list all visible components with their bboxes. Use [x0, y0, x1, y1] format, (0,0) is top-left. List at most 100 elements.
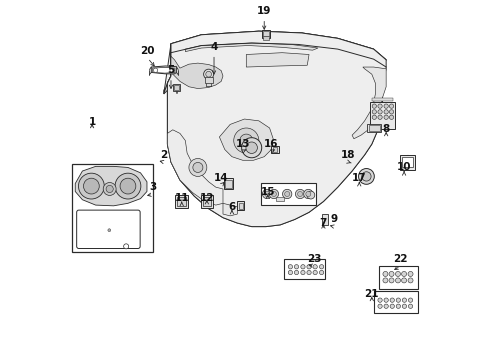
Circle shape — [271, 192, 276, 197]
FancyBboxPatch shape — [77, 210, 140, 248]
Circle shape — [358, 168, 373, 184]
Circle shape — [407, 271, 412, 276]
Circle shape — [245, 142, 257, 153]
Circle shape — [401, 271, 406, 276]
Bar — [322, 214, 327, 225]
Polygon shape — [152, 67, 175, 73]
Circle shape — [300, 265, 305, 269]
Bar — [204, 77, 212, 83]
Circle shape — [306, 265, 310, 269]
Text: 19: 19 — [257, 6, 271, 16]
Circle shape — [383, 298, 387, 302]
Circle shape — [78, 173, 104, 199]
Bar — [203, 197, 210, 206]
Polygon shape — [246, 53, 308, 67]
Circle shape — [241, 138, 261, 158]
Polygon shape — [185, 43, 317, 51]
Circle shape — [287, 265, 292, 269]
Circle shape — [389, 304, 394, 309]
Polygon shape — [171, 56, 223, 89]
Circle shape — [303, 189, 312, 199]
Circle shape — [395, 278, 400, 283]
Bar — [173, 84, 179, 91]
Circle shape — [395, 298, 400, 302]
Circle shape — [377, 115, 382, 120]
Bar — [271, 146, 278, 153]
Circle shape — [395, 271, 400, 276]
Bar — [177, 197, 185, 206]
Polygon shape — [163, 31, 386, 226]
Circle shape — [262, 189, 271, 199]
Text: 9: 9 — [330, 214, 337, 224]
Circle shape — [402, 298, 406, 302]
Text: 20: 20 — [140, 46, 155, 55]
Circle shape — [305, 192, 310, 197]
Circle shape — [361, 172, 370, 181]
Circle shape — [115, 173, 141, 199]
Bar — [223, 178, 233, 189]
Bar — [402, 157, 412, 167]
Circle shape — [388, 271, 393, 276]
Circle shape — [306, 270, 310, 275]
Bar — [272, 147, 277, 152]
Circle shape — [319, 270, 323, 275]
Circle shape — [388, 278, 393, 283]
Circle shape — [401, 278, 406, 283]
Bar — [238, 203, 243, 209]
Circle shape — [319, 265, 323, 269]
Circle shape — [383, 115, 387, 120]
Circle shape — [264, 192, 269, 197]
Polygon shape — [223, 203, 237, 216]
Text: 21: 21 — [364, 289, 378, 300]
Bar — [72, 164, 153, 252]
Bar — [378, 266, 418, 289]
Bar — [284, 259, 325, 279]
Circle shape — [203, 69, 213, 79]
Circle shape — [382, 271, 387, 276]
Circle shape — [377, 104, 382, 108]
Text: 10: 10 — [396, 162, 410, 172]
Circle shape — [395, 304, 400, 309]
Circle shape — [233, 128, 258, 153]
Bar — [260, 183, 316, 205]
Circle shape — [169, 68, 174, 72]
Text: 13: 13 — [235, 139, 249, 149]
Circle shape — [388, 110, 393, 114]
Circle shape — [388, 115, 393, 120]
Circle shape — [388, 104, 393, 108]
Bar — [400, 154, 414, 170]
Polygon shape — [75, 166, 147, 206]
Circle shape — [371, 104, 376, 108]
Circle shape — [407, 278, 412, 283]
Circle shape — [192, 162, 203, 172]
Circle shape — [282, 189, 291, 199]
Text: 2: 2 — [160, 149, 167, 159]
Polygon shape — [151, 66, 176, 74]
Circle shape — [120, 178, 136, 194]
Polygon shape — [167, 31, 386, 226]
Text: 3: 3 — [149, 182, 156, 192]
Text: 16: 16 — [264, 139, 278, 149]
Bar — [175, 195, 188, 208]
Circle shape — [402, 304, 406, 309]
Circle shape — [295, 189, 304, 199]
Text: 22: 22 — [392, 253, 407, 264]
Text: 14: 14 — [213, 173, 228, 183]
Bar — [263, 36, 268, 40]
Text: 17: 17 — [351, 173, 366, 183]
Bar — [201, 195, 212, 208]
Polygon shape — [219, 119, 273, 160]
Circle shape — [294, 265, 298, 269]
Circle shape — [312, 265, 317, 269]
Polygon shape — [163, 31, 386, 94]
Circle shape — [407, 298, 412, 302]
Circle shape — [383, 304, 387, 309]
Circle shape — [377, 298, 382, 302]
Bar — [371, 98, 392, 102]
Circle shape — [407, 304, 412, 309]
Circle shape — [312, 270, 317, 275]
Circle shape — [377, 304, 382, 309]
Text: 11: 11 — [174, 193, 188, 203]
Text: 8: 8 — [382, 125, 389, 134]
Circle shape — [83, 178, 99, 194]
